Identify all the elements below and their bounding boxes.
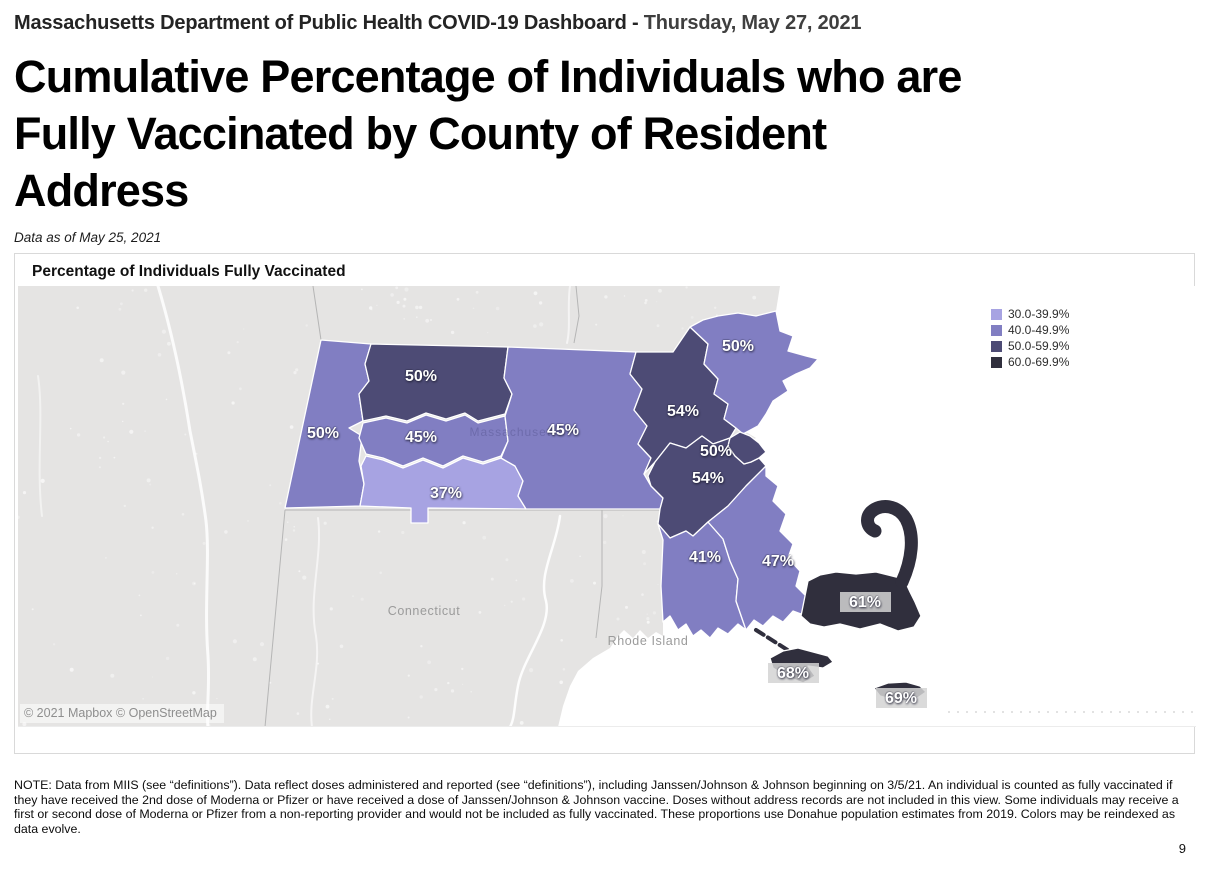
county-label-norfolk: 54% [692, 470, 724, 487]
legend-swatch-30-39 [991, 308, 1002, 320]
county-label-dukes: 68% [777, 665, 809, 682]
page-title-line3: Address [14, 165, 189, 216]
county-norfolk[interactable] [647, 435, 767, 539]
county-shapes [284, 310, 927, 702]
legend-swatch-40-49 [991, 324, 1002, 336]
legend-item-60-69[interactable]: 60.0-69.9% [991, 354, 1069, 370]
legend-label-60-69: 60.0-69.9% [1008, 355, 1070, 369]
state-label-massachusetts: Massachusetts [469, 425, 562, 439]
dashboard-header-date: Thursday, May 27, 2021 [643, 12, 862, 34]
county-suffolk[interactable] [727, 431, 767, 465]
county-essex[interactable] [689, 310, 819, 435]
county-hampshire[interactable] [358, 414, 509, 467]
legend-item-40-49[interactable]: 40.0-49.9% [991, 322, 1069, 338]
dashboard-header: Massachusetts Department of Public Healt… [14, 12, 1194, 35]
county-label-bristol: 41% [689, 549, 721, 566]
county-label-suffolk: 50% [700, 443, 732, 460]
county-value-labels: 50% 50% 45% 37% 45% 54% 50% 50% 54% 41% … [307, 338, 917, 707]
legend-label-50-59: 50.0-59.9% [1008, 339, 1070, 353]
chart-card: Percentage of Individuals Fully Vaccinat… [14, 253, 1196, 754]
county-label-worcester: 45% [547, 422, 579, 439]
badge-dukes [768, 663, 819, 683]
state-border-lines [264, 286, 660, 726]
county-label-hampshire: 45% [405, 429, 437, 446]
river-lines [37, 286, 571, 726]
state-label-rhode-island: Rhode Island [608, 634, 689, 648]
page-title-line2: Fully Vaccinated by County of Resident [14, 108, 827, 159]
footnote-text: NOTE: Data from MIIS (see “definitions”)… [14, 778, 1179, 836]
county-label-franklin: 50% [405, 368, 437, 385]
map-attribution[interactable]: © 2021 Mapbox © OpenStreetMap [20, 704, 224, 723]
page-number: 9 [1178, 841, 1186, 857]
legend-swatch-50-59 [991, 340, 1002, 352]
county-label-essex: 50% [722, 338, 754, 355]
county-barnstable-cape-hook[interactable] [861, 500, 918, 589]
chart-title: Percentage of Individuals Fully Vaccinat… [32, 263, 346, 280]
legend-item-30-39[interactable]: 30.0-39.9% [991, 306, 1069, 322]
state-label-connecticut: Connecticut [388, 604, 461, 618]
page-title: Cumulative Percentage of Individuals who… [14, 48, 1194, 219]
label-badges [768, 592, 927, 708]
county-label-plymouth: 47% [762, 553, 794, 570]
legend-label-30-39: 30.0-39.9% [1008, 307, 1070, 321]
badge-barnstable [840, 592, 891, 612]
page-title-line1: Cumulative Percentage of Individuals who… [14, 51, 962, 102]
county-label-berkshire: 50% [307, 425, 339, 442]
county-label-nantucket: 69% [885, 690, 917, 707]
dashboard-header-title: Massachusetts Department of Public Healt… [14, 12, 644, 34]
county-label-middlesex: 54% [667, 403, 699, 420]
county-label-hampden: 37% [430, 485, 462, 502]
map-canvas[interactable]: Connecticut Rhode Island [18, 286, 1196, 727]
chart-card-footer-space [15, 727, 1194, 753]
legend-item-50-59[interactable]: 50.0-59.9% [991, 338, 1069, 354]
county-bristol[interactable] [657, 521, 747, 639]
badge-nantucket [876, 688, 927, 708]
legend-swatch-60-69 [991, 356, 1002, 368]
county-label-barnstable: 61% [849, 594, 881, 611]
data-as-of-subtitle: Data as of May 25, 2021 [14, 230, 162, 245]
legend-label-40-49: 40.0-49.9% [1008, 323, 1070, 337]
county-plymouth[interactable] [707, 465, 809, 631]
map-legend: 30.0-39.9% 40.0-49.9% 50.0-59.9% 60.0-69… [991, 306, 1069, 370]
